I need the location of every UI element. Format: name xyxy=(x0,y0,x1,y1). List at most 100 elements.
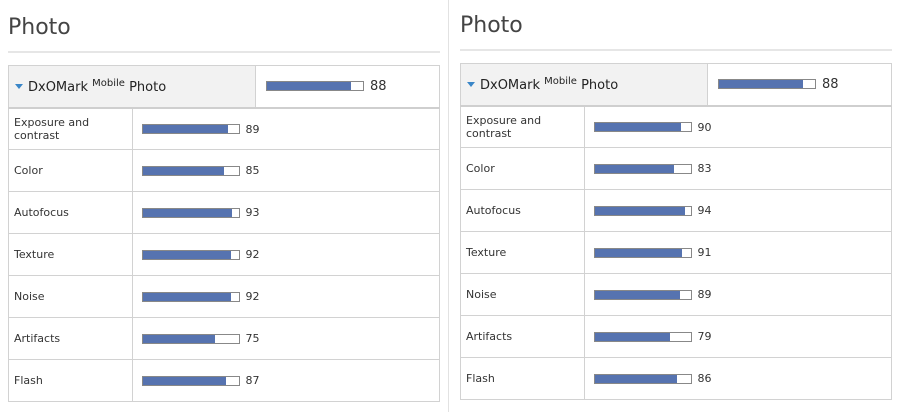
photo-panel-right: Photo DxOMark Mobile Photo 88 Exposure a… xyxy=(460,0,892,400)
table-row: Flash 86 xyxy=(460,357,892,400)
score-bar xyxy=(593,205,692,216)
metric-score-cell: 85 xyxy=(131,149,440,192)
score-bar-fill xyxy=(594,374,678,383)
score-bar-fill xyxy=(142,250,231,259)
score-bar xyxy=(718,79,816,90)
score-bar xyxy=(141,249,240,260)
metric-label: Exposure and contrast xyxy=(460,105,585,148)
score-bar-fill xyxy=(267,82,352,91)
metric-score-cell: 89 xyxy=(131,107,440,150)
score-value: 89 xyxy=(245,122,260,136)
metric-score-cell: 79 xyxy=(583,315,892,358)
table-row: Autofocus 93 xyxy=(8,191,440,234)
score-bar xyxy=(593,373,692,384)
metric-score-cell: 92 xyxy=(131,275,440,318)
metric-score-cell: 75 xyxy=(131,317,440,360)
score-bar xyxy=(141,333,240,344)
score-bar-fill xyxy=(594,206,685,215)
score-bar xyxy=(593,289,692,300)
overall-score-row[interactable]: DxOMark Mobile Photo 88 xyxy=(8,65,440,109)
score-bar-fill xyxy=(594,290,680,299)
table-row: Noise 89 xyxy=(460,273,892,316)
section-title: Photo xyxy=(8,0,440,53)
score-value: 90 xyxy=(697,120,712,134)
overall-score-cell: 88 xyxy=(707,63,892,107)
score-bar-fill xyxy=(142,125,228,133)
score-bar xyxy=(141,375,240,386)
metric-score-cell: 91 xyxy=(583,231,892,274)
overall-score-cell: 88 xyxy=(255,65,440,109)
score-bar xyxy=(593,163,692,174)
label-category: Photo xyxy=(129,79,167,95)
metric-label: Autofocus xyxy=(460,189,585,232)
score-bar-fill xyxy=(594,248,682,257)
metric-score-cell: 83 xyxy=(583,147,892,190)
score-value: 91 xyxy=(697,246,712,260)
panel-divider xyxy=(448,0,449,412)
metric-label: Artifacts xyxy=(8,317,133,360)
score-value: 88 xyxy=(822,76,839,92)
metric-score-cell: 94 xyxy=(583,189,892,232)
table-row: Artifacts 75 xyxy=(8,317,440,360)
score-bar xyxy=(593,122,692,132)
metric-score-cell: 92 xyxy=(131,233,440,276)
table-row: Texture 91 xyxy=(460,231,892,274)
score-table: DxOMark Mobile Photo 88 Exposure and con… xyxy=(460,63,892,400)
score-value: 89 xyxy=(697,288,712,302)
overall-score-label[interactable]: DxOMark Mobile Photo xyxy=(460,63,708,107)
photo-panel-left: Photo DxOMark Mobile Photo 88 Exposure a… xyxy=(8,0,440,402)
section-title: Photo xyxy=(460,0,892,51)
metric-label: Color xyxy=(460,147,585,190)
table-row: Color 83 xyxy=(460,147,892,190)
caret-down-icon[interactable] xyxy=(467,81,475,87)
table-row: Texture 92 xyxy=(8,233,440,276)
metric-label: Texture xyxy=(8,233,133,276)
table-row: Autofocus 94 xyxy=(460,189,892,232)
score-value: 85 xyxy=(245,164,260,178)
overall-score-row[interactable]: DxOMark Mobile Photo 88 xyxy=(460,63,892,107)
table-row: Noise 92 xyxy=(8,275,440,318)
metric-label: Color xyxy=(8,149,133,192)
metric-score-cell: 93 xyxy=(131,191,440,234)
table-row: Color 85 xyxy=(8,149,440,192)
overall-score-label[interactable]: DxOMark Mobile Photo xyxy=(8,65,256,109)
score-bar xyxy=(141,165,240,176)
table-row: Exposure and contrast 90 xyxy=(460,105,892,148)
metric-label: Flash xyxy=(8,359,133,402)
score-bar-fill xyxy=(594,164,675,173)
metric-score-cell: 87 xyxy=(131,359,440,402)
score-bar-fill xyxy=(594,123,681,131)
score-bar-fill xyxy=(142,208,232,217)
score-value: 75 xyxy=(245,332,260,346)
score-value: 92 xyxy=(245,290,260,304)
metric-label: Noise xyxy=(460,273,585,316)
score-bar xyxy=(141,207,240,218)
metric-label: Texture xyxy=(460,231,585,274)
metric-label: Autofocus xyxy=(8,191,133,234)
score-bar xyxy=(141,124,240,134)
score-bar-fill xyxy=(142,376,227,385)
score-bar-fill xyxy=(142,166,225,175)
label-category: Photo xyxy=(581,77,619,93)
table-row: Flash 87 xyxy=(8,359,440,402)
score-bar-fill xyxy=(142,292,231,301)
metric-score-cell: 90 xyxy=(583,105,892,148)
score-bar xyxy=(593,247,692,258)
table-row: Exposure and contrast 89 xyxy=(8,107,440,150)
label-brand: DxOMark xyxy=(480,77,540,93)
label-sup: Mobile xyxy=(544,75,577,87)
label-sup: Mobile xyxy=(92,77,125,89)
table-row: Artifacts 79 xyxy=(460,315,892,358)
score-value: 93 xyxy=(245,206,260,220)
score-bar xyxy=(266,81,364,92)
score-bar-fill xyxy=(719,80,804,89)
score-value: 92 xyxy=(245,248,260,262)
caret-down-icon[interactable] xyxy=(15,83,23,89)
score-value: 86 xyxy=(697,372,712,386)
metric-score-cell: 89 xyxy=(583,273,892,316)
metric-label: Noise xyxy=(8,275,133,318)
score-bar-fill xyxy=(142,334,215,343)
label-brand: DxOMark xyxy=(28,79,88,95)
score-bar xyxy=(593,331,692,342)
metric-label: Flash xyxy=(460,357,585,400)
